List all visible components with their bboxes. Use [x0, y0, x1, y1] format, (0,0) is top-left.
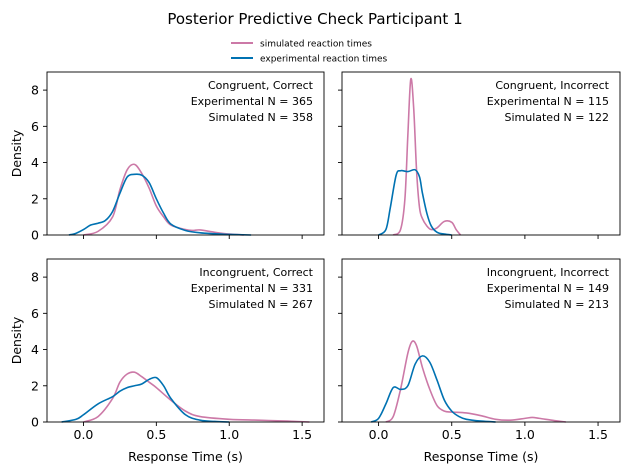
panel-annotation-line: Simulated N = 213 [504, 298, 609, 311]
x-tick-label: 1.0 [515, 427, 535, 442]
panel-annotation-line: Incongruent, Correct [199, 266, 313, 279]
panel-2: Congruent, Incorrect Experimental N = 115… [338, 71, 621, 239]
plot-frame [341, 258, 621, 423]
y-tick-label: 8 [31, 270, 39, 285]
y-tick-label: 2 [31, 191, 39, 206]
series-line-simulated [385, 340, 566, 423]
panel-4: 0.0 0.5 1.0 1.5 Response Time (s) Incongruent… [338, 258, 621, 464]
panel-annotation-line: Simulated N = 267 [208, 298, 313, 311]
x-axis-label: Response Time (s) [128, 449, 243, 464]
figure-title: Posterior Predictive Check Participant 1 [167, 10, 462, 28]
x-tick-label: 0.5 [442, 427, 462, 442]
plot-frame [46, 71, 325, 236]
panel-annotation-line: Congruent, Correct [208, 79, 314, 92]
y-tick-label: 6 [31, 119, 39, 134]
series-line-experimental [378, 168, 452, 236]
y-axis-label: Density [9, 316, 24, 364]
legend-label-experimental: experimental reaction times [260, 55, 388, 65]
y-tick-label: 2 [31, 378, 39, 393]
x-tick-label: 0.0 [74, 427, 94, 442]
series-line-experimental [68, 173, 252, 236]
x-tick-label: 1.0 [219, 427, 239, 442]
series-line-simulated [392, 77, 462, 236]
series-line-simulated [83, 371, 310, 423]
y-tick-label: 6 [31, 306, 39, 321]
y-tick-label: 4 [31, 342, 39, 357]
x-axis-label: Response Time (s) [424, 449, 539, 464]
panel-1: 0 2 4 6 8 Density Congruent, Correct Experiment… [9, 71, 325, 243]
plot-frame [341, 71, 621, 236]
x-tick-label: 1.5 [292, 427, 312, 442]
panel-annotation-line: Experimental N = 149 [487, 282, 609, 295]
panel-3: 0.0 0.5 1.0 1.5 0 2 4 6 8 Density Response Time (s… [9, 258, 325, 464]
x-tick-label: 0.0 [369, 427, 389, 442]
legend: simulated reaction times experimental re… [231, 40, 388, 65]
y-axis-label: Density [9, 129, 24, 177]
x-tick-label: 0.5 [146, 427, 166, 442]
series-line-simulated [83, 163, 244, 236]
panel-annotation-line: Experimental N = 365 [191, 95, 313, 108]
x-tick-label: 1.5 [588, 427, 608, 442]
panel-annotation-line: Experimental N = 331 [191, 282, 313, 295]
y-tick-label: 8 [31, 83, 39, 98]
y-tick-label: 4 [31, 155, 39, 170]
panel-annotation-line: Simulated N = 122 [504, 111, 609, 124]
y-tick-label: 0 [31, 415, 39, 430]
panel-annotation-line: Congruent, Incorrect [495, 79, 609, 92]
y-tick-label: 0 [31, 228, 39, 243]
series-line-experimental [370, 355, 496, 423]
panel-annotation-line: Experimental N = 115 [487, 95, 609, 108]
series-line-experimental [61, 376, 230, 423]
legend-label-simulated: simulated reaction times [260, 40, 372, 50]
panel-annotation-line: Incongruent, Incorrect [487, 266, 610, 279]
plot-frame [46, 258, 325, 423]
panel-annotation-line: Simulated N = 358 [208, 111, 313, 124]
